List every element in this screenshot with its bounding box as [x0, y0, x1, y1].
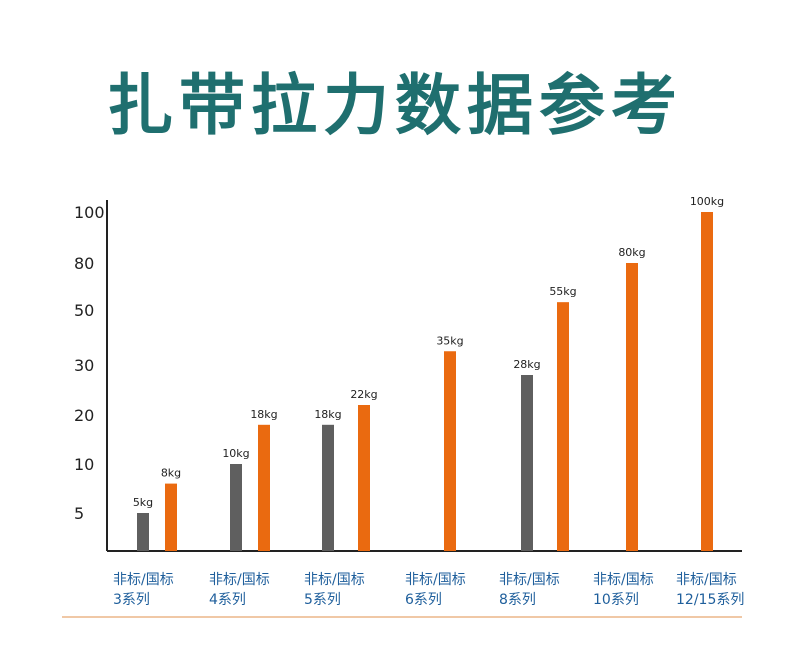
bar [444, 351, 456, 551]
y-tick-label: 10 [74, 455, 94, 474]
x-tick-label: 10系列 [593, 592, 639, 608]
bar [137, 513, 149, 551]
x-tick-label: 非标/国标 [304, 572, 365, 588]
data-label: 80kg [618, 246, 645, 259]
x-tick-label: 3系列 [113, 592, 150, 608]
y-tick-label: 30 [74, 356, 94, 375]
bar [557, 302, 569, 551]
data-label: 35kg [436, 334, 463, 347]
bar [165, 483, 177, 551]
y-tick-label: 80 [74, 254, 94, 273]
y-tick-label: 100 [74, 203, 105, 222]
data-label: 100kg [690, 195, 724, 208]
bar [258, 424, 270, 551]
x-tick-label: 非标/国标 [676, 572, 737, 588]
data-label: 55kg [549, 285, 576, 298]
x-tick-label: 非标/国标 [113, 572, 174, 588]
x-tick-label: 12/15系列 [676, 592, 744, 608]
x-tick-label: 非标/国标 [499, 572, 560, 588]
bar [626, 263, 638, 551]
bar [701, 212, 713, 551]
y-tick-label: 5 [74, 504, 84, 523]
y-tick-label: 50 [74, 301, 94, 320]
bar [322, 424, 334, 551]
y-tick-label: 20 [74, 406, 94, 425]
x-tick-label: 非标/国标 [593, 572, 654, 588]
bar [230, 464, 242, 551]
x-tick-label: 4系列 [209, 592, 246, 608]
footer-divider [62, 616, 742, 618]
data-label: 18kg [250, 408, 277, 421]
chart-title: 扎带拉力数据参考 [107, 67, 683, 144]
data-label: 10kg [222, 447, 249, 460]
x-tick-label: 5系列 [304, 592, 341, 608]
data-label: 22kg [350, 388, 377, 401]
x-tick-label: 6系列 [405, 592, 442, 608]
data-label: 8kg [161, 467, 181, 480]
data-label: 18kg [314, 408, 341, 421]
x-tick-label: 非标/国标 [405, 572, 466, 588]
bar [521, 375, 533, 551]
x-tick-label: 8系列 [499, 592, 536, 608]
data-label: 28kg [513, 358, 540, 371]
data-label: 5kg [133, 496, 153, 509]
x-tick-label: 非标/国标 [209, 572, 270, 588]
bar [358, 405, 370, 551]
